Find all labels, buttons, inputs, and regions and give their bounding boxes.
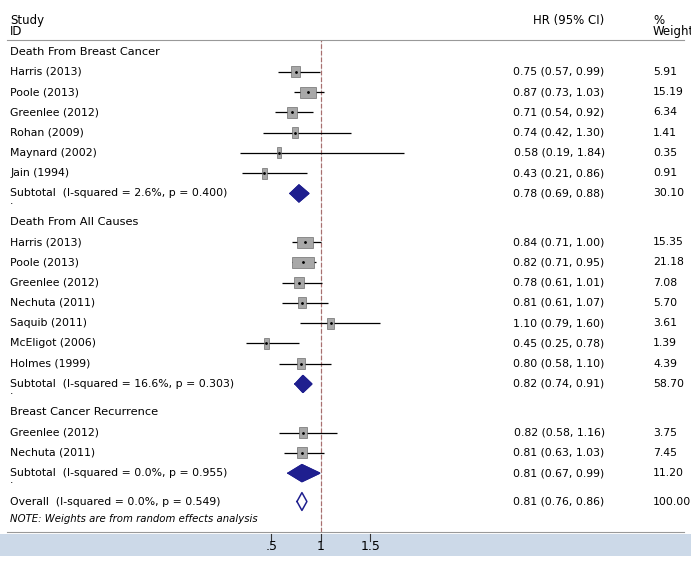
Text: Breast Cancer Recurrence: Breast Cancer Recurrence — [10, 408, 158, 417]
Text: 0.81 (0.76, 0.86): 0.81 (0.76, 0.86) — [513, 497, 605, 507]
Text: Greenlee (2012): Greenlee (2012) — [10, 278, 100, 288]
Text: 0.81 (0.67, 0.99): 0.81 (0.67, 0.99) — [513, 468, 605, 478]
Text: 0.87 (0.73, 1.03): 0.87 (0.73, 1.03) — [513, 87, 605, 97]
Bar — [296, 236, 313, 248]
Polygon shape — [288, 464, 320, 482]
Text: 0.35: 0.35 — [653, 148, 677, 158]
Text: Subtotal  (I-squared = 16.6%, p = 0.303): Subtotal (I-squared = 16.6%, p = 0.303) — [10, 379, 234, 389]
Text: 1: 1 — [317, 540, 325, 553]
Text: 7.45: 7.45 — [653, 448, 677, 458]
Text: 1.10 (0.79, 1.60): 1.10 (0.79, 1.60) — [513, 318, 605, 328]
Text: 15.19: 15.19 — [653, 87, 684, 97]
Text: .: . — [10, 195, 14, 205]
Text: 0.75 (0.57, 0.99): 0.75 (0.57, 0.99) — [513, 67, 605, 77]
Text: 3.61: 3.61 — [653, 318, 677, 328]
Text: 58.70: 58.70 — [653, 379, 684, 389]
Text: Weight: Weight — [653, 25, 691, 38]
Text: Poole (2013): Poole (2013) — [10, 87, 79, 97]
Text: 1.41: 1.41 — [653, 128, 677, 137]
Bar — [294, 277, 304, 288]
Text: 0.84 (0.71, 1.00): 0.84 (0.71, 1.00) — [513, 237, 605, 247]
Text: Poole (2013): Poole (2013) — [10, 257, 79, 267]
Text: .: . — [10, 386, 14, 396]
Text: 0.43 (0.21, 0.86): 0.43 (0.21, 0.86) — [513, 168, 605, 178]
Text: 3.75: 3.75 — [653, 428, 677, 437]
Text: 6.34: 6.34 — [653, 108, 677, 117]
Text: 0.91: 0.91 — [653, 168, 677, 178]
Bar — [277, 148, 281, 159]
Text: 30.10: 30.10 — [653, 189, 684, 198]
Text: 1.5: 1.5 — [361, 540, 380, 553]
Text: 21.18: 21.18 — [653, 257, 684, 267]
Text: 5.70: 5.70 — [653, 298, 677, 308]
Bar — [327, 318, 334, 329]
Bar — [297, 448, 307, 458]
Text: 0.81 (0.63, 1.03): 0.81 (0.63, 1.03) — [513, 448, 605, 458]
Polygon shape — [295, 376, 312, 392]
Text: Maynard (2002): Maynard (2002) — [10, 148, 97, 158]
Bar — [297, 358, 305, 369]
Text: 0.78 (0.69, 0.88): 0.78 (0.69, 0.88) — [513, 189, 605, 198]
Bar — [300, 87, 316, 98]
Bar — [287, 107, 296, 118]
Bar — [292, 66, 301, 77]
Text: Harris (2013): Harris (2013) — [10, 237, 82, 247]
Bar — [0, 534, 691, 556]
Text: 0.58 (0.19, 1.84): 0.58 (0.19, 1.84) — [513, 148, 605, 158]
Bar — [299, 427, 307, 438]
Text: 0.71 (0.54, 0.92): 0.71 (0.54, 0.92) — [513, 108, 605, 117]
Text: Death From Breast Cancer: Death From Breast Cancer — [10, 47, 160, 56]
Text: .5: .5 — [265, 540, 277, 553]
Text: Harris (2013): Harris (2013) — [10, 67, 82, 77]
Text: Study: Study — [10, 14, 44, 27]
Polygon shape — [297, 493, 307, 511]
Text: 0.74 (0.42, 1.30): 0.74 (0.42, 1.30) — [513, 128, 605, 137]
Text: 0.80 (0.58, 1.10): 0.80 (0.58, 1.10) — [513, 359, 605, 369]
Text: Nechuta (2011): Nechuta (2011) — [10, 298, 95, 308]
Text: 0.82 (0.58, 1.16): 0.82 (0.58, 1.16) — [513, 428, 605, 437]
Text: McEligot (2006): McEligot (2006) — [10, 338, 96, 348]
Text: HR (95% CI): HR (95% CI) — [533, 14, 605, 27]
Text: .: . — [10, 475, 14, 485]
Text: 0.45 (0.25, 0.78): 0.45 (0.25, 0.78) — [513, 338, 605, 348]
Text: Jain (1994): Jain (1994) — [10, 168, 70, 178]
Text: Subtotal  (I-squared = 2.6%, p = 0.400): Subtotal (I-squared = 2.6%, p = 0.400) — [10, 189, 228, 198]
Text: Nechuta (2011): Nechuta (2011) — [10, 448, 95, 458]
Text: 7.08: 7.08 — [653, 278, 677, 288]
Text: Subtotal  (I-squared = 0.0%, p = 0.955): Subtotal (I-squared = 0.0%, p = 0.955) — [10, 468, 228, 478]
Bar — [263, 338, 269, 349]
Text: 0.78 (0.61, 1.01): 0.78 (0.61, 1.01) — [513, 278, 605, 288]
Text: 4.39: 4.39 — [653, 359, 677, 369]
Text: 0.81 (0.61, 1.07): 0.81 (0.61, 1.07) — [513, 298, 605, 308]
Bar — [292, 127, 298, 138]
Text: 0.82 (0.71, 0.95): 0.82 (0.71, 0.95) — [513, 257, 605, 267]
Polygon shape — [290, 185, 309, 202]
Text: NOTE: Weights are from random effects analysis: NOTE: Weights are from random effects an… — [10, 514, 258, 524]
Text: Greenlee (2012): Greenlee (2012) — [10, 428, 100, 437]
Bar — [298, 297, 306, 309]
Text: 11.20: 11.20 — [653, 468, 684, 478]
Text: 1.39: 1.39 — [653, 338, 677, 348]
Text: Saquib (2011): Saquib (2011) — [10, 318, 87, 328]
Text: ID: ID — [10, 25, 23, 38]
Text: Holmes (1999): Holmes (1999) — [10, 359, 91, 369]
Text: Rohan (2009): Rohan (2009) — [10, 128, 84, 137]
Text: Greenlee (2012): Greenlee (2012) — [10, 108, 100, 117]
Text: 15.35: 15.35 — [653, 237, 684, 247]
Text: Overall  (I-squared = 0.0%, p = 0.549): Overall (I-squared = 0.0%, p = 0.549) — [10, 497, 221, 507]
Bar — [262, 168, 267, 179]
Text: 0.82 (0.74, 0.91): 0.82 (0.74, 0.91) — [513, 379, 605, 389]
Text: 5.91: 5.91 — [653, 67, 677, 77]
Bar — [292, 257, 314, 268]
Text: %: % — [653, 14, 664, 27]
Text: 100.00: 100.00 — [653, 497, 691, 507]
Text: Death From All Causes: Death From All Causes — [10, 217, 139, 227]
